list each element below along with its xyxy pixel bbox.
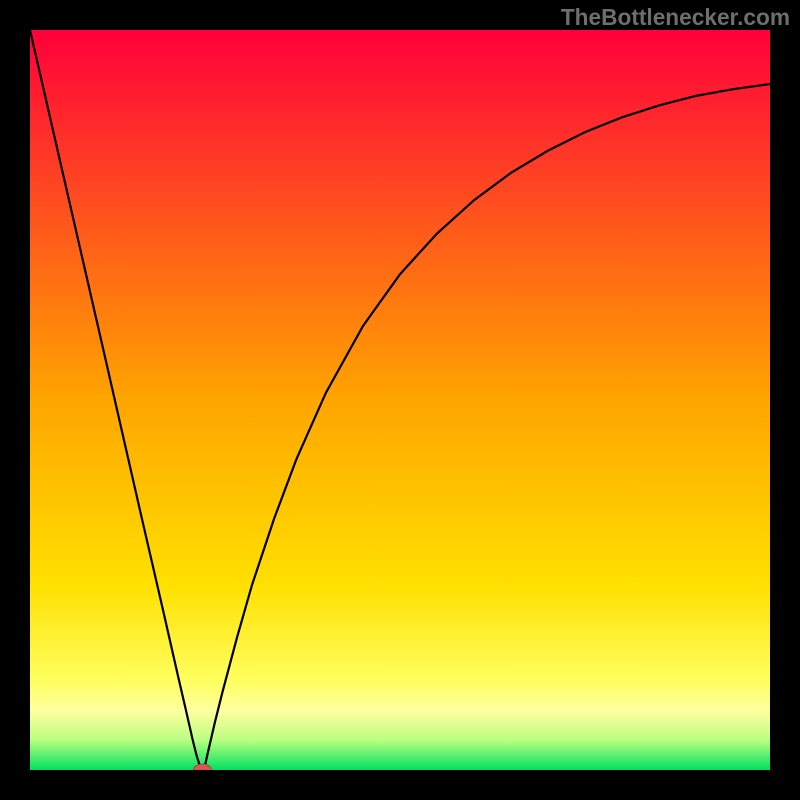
bottleneck-chart (0, 0, 800, 800)
chart-container: { "watermark": { "text": "TheBottlenecke… (0, 0, 800, 800)
watermark-text: TheBottlenecker.com (561, 4, 790, 31)
plot-background-gradient (30, 30, 770, 770)
